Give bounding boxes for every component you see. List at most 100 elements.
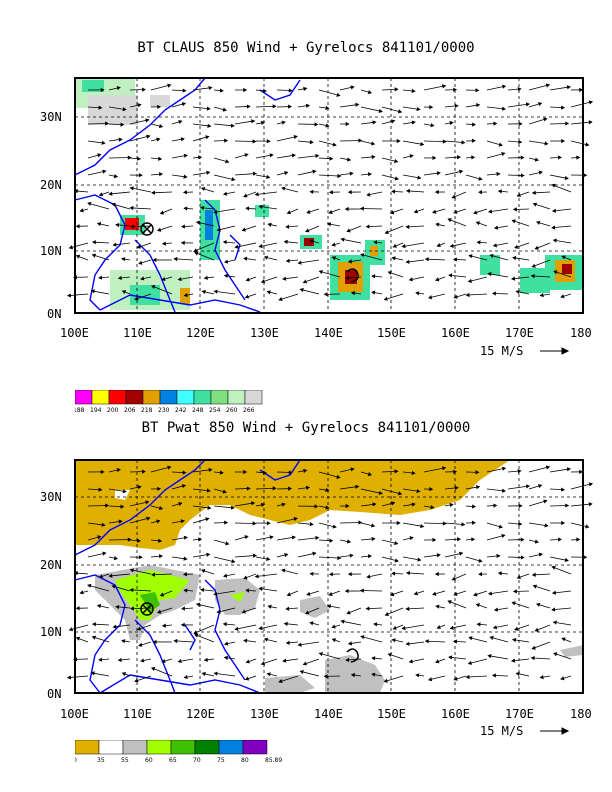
wind-vector-head	[205, 135, 210, 140]
wind-vector-head	[475, 603, 481, 608]
wind-vector-head	[367, 90, 373, 95]
wind-vector-head	[243, 87, 248, 93]
wind-vector	[87, 584, 110, 592]
wind-vector-head	[349, 171, 354, 176]
wind-vector-head	[286, 592, 292, 597]
colorbar-tick-label: 260	[226, 407, 238, 414]
wind-vector	[423, 467, 446, 473]
wind-vector-head	[161, 276, 166, 282]
wind-vector-head	[427, 677, 433, 682]
wind-vector-head	[448, 273, 453, 278]
wind-vector-head	[487, 591, 493, 596]
wind-vector-head	[564, 175, 569, 181]
wind-vector-head	[391, 501, 396, 506]
wind-vector	[423, 140, 446, 142]
wind-vector-head	[262, 470, 267, 475]
wind-vector	[381, 488, 402, 495]
wind-vector-head	[408, 277, 413, 282]
wind-vector-head	[329, 156, 334, 161]
wind-vector-head	[266, 139, 271, 144]
wind-vector	[174, 640, 194, 643]
wind-vector-head	[138, 555, 143, 560]
wind-vector-head	[435, 277, 440, 282]
wind-vector-head	[281, 120, 286, 125]
wind-vector-head	[472, 504, 477, 509]
wind-vector-head	[459, 169, 464, 174]
wind-vector-head	[120, 504, 125, 509]
wind-vector	[549, 556, 569, 561]
wind-vector	[67, 675, 89, 679]
wind-vector-head	[258, 586, 263, 591]
wind-vector-head	[183, 206, 188, 211]
wind-vector-head	[159, 592, 165, 597]
wind-vector	[194, 634, 215, 643]
wind-vector	[129, 135, 150, 142]
colorbar-tick-label: 242	[175, 407, 187, 414]
wind-vector-head	[430, 123, 435, 128]
wind-vector-head	[366, 192, 371, 197]
colorbar-swatch	[218, 740, 244, 755]
wind-vector-head	[293, 516, 298, 522]
wind-vector-head	[373, 622, 378, 627]
wind-vector-head	[115, 222, 120, 228]
wind-vector-head	[72, 275, 77, 280]
wind-vector-head	[435, 604, 440, 609]
wind-vector-head	[116, 86, 121, 91]
wind-vector-head	[223, 191, 228, 196]
wind-vector-head	[260, 661, 266, 666]
wind-vector-head	[498, 524, 503, 529]
wind-vector	[213, 174, 235, 181]
wind-vector-head	[551, 607, 556, 612]
wind-vector-head	[121, 639, 126, 644]
wind-vector-head	[367, 472, 373, 477]
wind-vector-head	[115, 604, 120, 610]
wind-vector-head	[223, 655, 228, 660]
wind-vector-head	[350, 467, 355, 472]
wind-vector-head	[314, 122, 319, 127]
wind-vector	[341, 620, 362, 626]
lat-label: 20N	[40, 178, 62, 192]
wind-vector-head	[222, 622, 227, 627]
wind-vector-head	[396, 520, 401, 526]
wind-vector-head	[387, 271, 392, 276]
wind-vector-head	[246, 104, 251, 109]
wind-vector-head	[224, 520, 229, 525]
wind-vector	[150, 84, 171, 91]
wind-vector-head	[254, 192, 259, 197]
wind-vector-head	[158, 156, 163, 161]
wind-vector-head	[140, 276, 145, 281]
wind-vector-head	[384, 230, 390, 234]
wind-vector-head	[112, 242, 117, 247]
wind-vector-head	[181, 224, 186, 229]
wind-vector-head	[323, 292, 328, 297]
wind-vector-head	[502, 466, 507, 471]
wind-vector-head	[96, 222, 102, 227]
wind-vector-head	[346, 157, 352, 162]
wind-vector-head	[195, 220, 201, 225]
wind-vector-head	[397, 491, 403, 496]
wind-vector-head	[517, 87, 522, 92]
wind-vector-head	[267, 604, 272, 609]
wind-vector-head	[183, 588, 188, 593]
wind-vector	[130, 187, 152, 193]
wind-vector-head	[315, 153, 320, 159]
wind-vector-head	[579, 87, 584, 92]
wind-vector-head	[525, 102, 531, 107]
wind-vector	[384, 293, 404, 300]
wind-vector-head	[98, 105, 103, 110]
wind-vector-head	[151, 667, 156, 671]
wind-vector-head	[345, 275, 350, 281]
wind-vector-head	[583, 173, 588, 178]
wind-vector-head	[472, 122, 477, 127]
wind-vector	[276, 154, 296, 159]
wind-vector-head	[253, 171, 258, 176]
wind-vector-head	[140, 658, 145, 663]
wind-vector-head	[372, 120, 377, 125]
wind-vector-head	[396, 138, 401, 144]
wind-vector-head	[394, 469, 399, 474]
wind-vector	[551, 607, 572, 611]
wind-vector-head	[491, 291, 496, 296]
wind-vector-head	[405, 606, 410, 611]
wind-vector-head	[90, 289, 95, 294]
wind-vector-head	[564, 557, 569, 563]
